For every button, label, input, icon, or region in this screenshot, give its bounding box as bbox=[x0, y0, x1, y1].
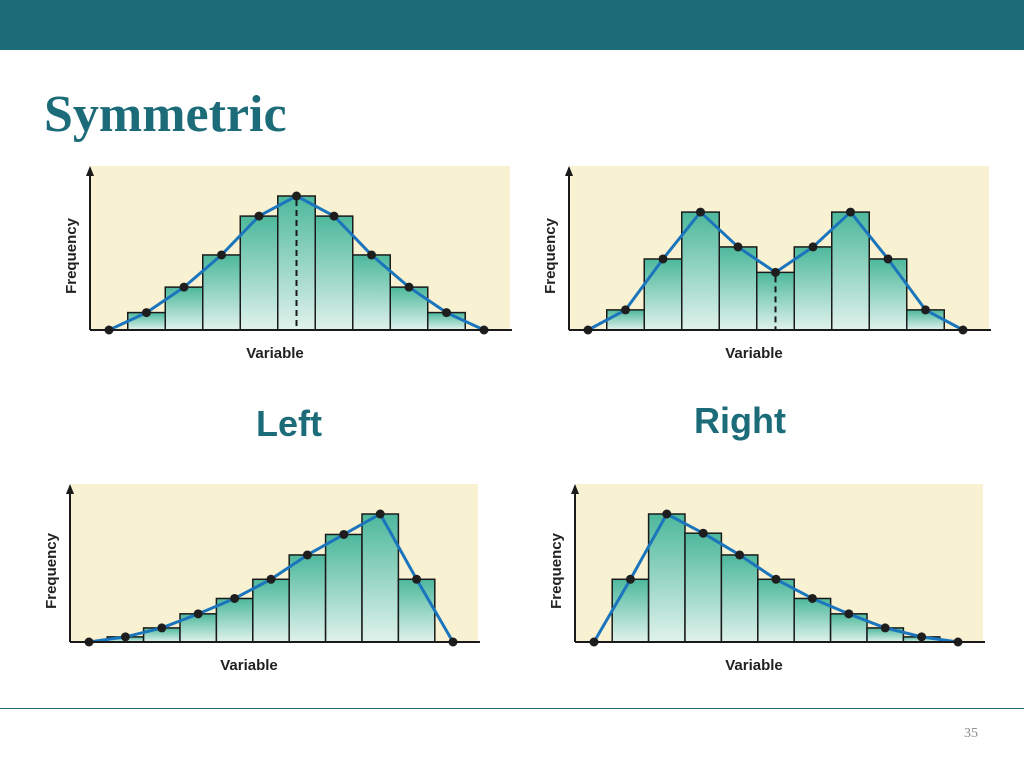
y-axis-arrow bbox=[66, 484, 74, 494]
bar-1 bbox=[611, 578, 650, 643]
polygon-point-3 bbox=[696, 207, 705, 217]
polygon-point-3 bbox=[698, 528, 708, 538]
polygon-point-7 bbox=[844, 609, 854, 619]
y-axis-arrow bbox=[565, 166, 573, 176]
polygon-point-5 bbox=[292, 191, 301, 201]
polygon-point-8 bbox=[880, 623, 890, 633]
x-axis-label: Variable bbox=[725, 345, 783, 362]
polygon-point-4 bbox=[733, 242, 743, 252]
polygon-point-2 bbox=[658, 254, 668, 264]
page-number: 35 bbox=[964, 726, 978, 741]
header-bar bbox=[0, 0, 1024, 50]
bar-4 bbox=[718, 246, 758, 331]
polygon-point-5 bbox=[771, 574, 781, 584]
y-axis-arrow bbox=[571, 484, 579, 494]
bar-9 bbox=[397, 578, 436, 643]
y-axis-label: Frequency bbox=[542, 217, 559, 294]
bar-2 bbox=[647, 513, 686, 643]
polygon-point-5 bbox=[771, 267, 780, 277]
polygon-point-1 bbox=[142, 308, 151, 318]
polygon-point-3 bbox=[193, 609, 203, 619]
polygon-point-4 bbox=[230, 593, 240, 603]
right-skewed-chart: Variable Frequency bbox=[548, 484, 985, 674]
polygon-point-2 bbox=[662, 509, 672, 519]
polygon-point-1 bbox=[621, 305, 630, 315]
symmetric-unimodal-chart: Variable Frequency bbox=[63, 166, 512, 362]
y-axis-label: Frequency bbox=[548, 532, 565, 609]
bar-8 bbox=[868, 258, 908, 331]
bar-2 bbox=[164, 286, 204, 331]
polygon-point-8 bbox=[883, 254, 893, 264]
bar-8 bbox=[389, 286, 429, 331]
polygon-point-1 bbox=[120, 632, 130, 642]
right-skew-label: Right bbox=[694, 400, 786, 441]
polygon-point-8 bbox=[404, 282, 414, 292]
bar-2 bbox=[643, 258, 683, 331]
bar-5 bbox=[252, 578, 290, 643]
polygon-point-9 bbox=[412, 574, 422, 584]
bar-4 bbox=[239, 215, 279, 331]
y-axis-label: Frequency bbox=[63, 217, 80, 294]
left-skew-label: Left bbox=[256, 403, 322, 444]
polygon-point-2 bbox=[179, 282, 189, 292]
polygon-point-8 bbox=[375, 509, 385, 519]
bar-7 bbox=[831, 211, 870, 331]
polygon-point-3 bbox=[217, 250, 226, 260]
bar-3 bbox=[684, 532, 723, 643]
polygon-point-9 bbox=[442, 308, 451, 318]
bar-6 bbox=[288, 554, 327, 643]
symmetric-bimodal-chart: Variable Frequency bbox=[542, 166, 991, 362]
polygon-point-6 bbox=[329, 211, 339, 221]
polygon-point-2 bbox=[157, 623, 167, 633]
y-axis-arrow bbox=[86, 166, 94, 176]
polygon-point-7 bbox=[367, 250, 376, 260]
polygon-point-9 bbox=[921, 305, 930, 315]
bar-4 bbox=[215, 597, 254, 643]
bar-4 bbox=[720, 554, 759, 643]
polygon-point-7 bbox=[846, 207, 855, 217]
x-axis-label: Variable bbox=[725, 657, 783, 674]
bar-6 bbox=[793, 246, 833, 331]
polygon-point-6 bbox=[807, 593, 817, 603]
polygon-point-9 bbox=[917, 632, 927, 642]
bar-5 bbox=[757, 578, 795, 643]
polygon-point-6 bbox=[302, 550, 312, 560]
polygon-point-4 bbox=[254, 211, 264, 221]
polygon-point-5 bbox=[266, 574, 276, 584]
slide-title: Symmetric bbox=[44, 86, 287, 143]
bar-3 bbox=[681, 211, 720, 331]
y-axis-label: Frequency bbox=[43, 532, 60, 609]
x-axis-label: Variable bbox=[220, 657, 278, 674]
footer-divider bbox=[0, 708, 1024, 709]
bar-6 bbox=[314, 215, 354, 331]
x-axis-label: Variable bbox=[246, 345, 304, 362]
bar-8 bbox=[361, 513, 400, 643]
polygon-point-1 bbox=[625, 574, 635, 584]
polygon-point-6 bbox=[808, 242, 818, 252]
polygon-point-4 bbox=[735, 550, 745, 560]
left-skewed-chart: Variable Frequency bbox=[43, 484, 480, 674]
bar-7 bbox=[324, 533, 363, 643]
polygon-point-7 bbox=[339, 529, 349, 539]
